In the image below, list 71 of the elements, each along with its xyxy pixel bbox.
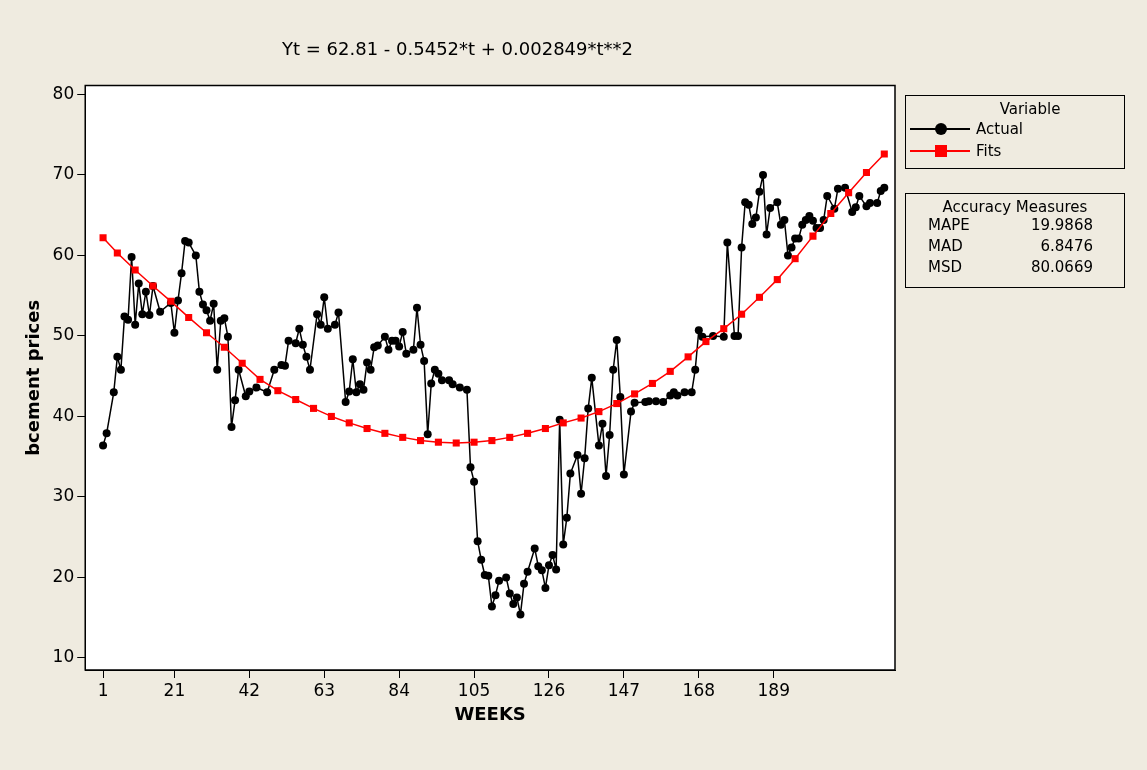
text: MAPE 19.9868 bbox=[928, 216, 1093, 234]
point bbox=[541, 424, 549, 433]
x-tick-label: 105 bbox=[457, 679, 491, 700]
point bbox=[880, 150, 888, 158]
point bbox=[631, 390, 639, 398]
point bbox=[809, 232, 817, 240]
point bbox=[684, 353, 692, 361]
point bbox=[99, 234, 107, 242]
x-tick-label: 21 bbox=[163, 679, 186, 700]
y-tick-label: 10 bbox=[52, 646, 75, 667]
y-tick-label: 30 bbox=[52, 485, 75, 506]
point bbox=[345, 419, 353, 427]
legend-label: Fits bbox=[976, 142, 1002, 160]
point bbox=[720, 325, 728, 333]
point bbox=[738, 310, 746, 318]
y-tick-label: 50 bbox=[52, 324, 75, 345]
text: MSD 80.0669 bbox=[928, 258, 1093, 276]
point bbox=[327, 412, 335, 420]
point bbox=[256, 375, 264, 383]
text: Accuracy Measures bbox=[941, 198, 1089, 216]
point bbox=[506, 433, 514, 441]
point bbox=[613, 400, 621, 408]
point bbox=[310, 404, 318, 412]
point bbox=[648, 379, 656, 387]
y-tick-label: 40 bbox=[52, 404, 75, 425]
point bbox=[470, 438, 478, 446]
point bbox=[452, 439, 460, 447]
point bbox=[577, 414, 585, 422]
legend-label: Actual bbox=[976, 120, 1023, 138]
y-axis-title: bcement prices bbox=[22, 299, 44, 456]
x-tick-label: 147 bbox=[607, 679, 641, 700]
point bbox=[363, 424, 371, 433]
point bbox=[755, 293, 763, 301]
y-tick-label: 70 bbox=[52, 163, 75, 184]
x-tick-label: 168 bbox=[682, 679, 716, 700]
point bbox=[113, 249, 121, 257]
point bbox=[559, 419, 567, 427]
point bbox=[381, 429, 389, 437]
point bbox=[434, 438, 442, 446]
point bbox=[131, 266, 139, 274]
x-tick-label: 84 bbox=[388, 679, 410, 700]
x-tick-label: 63 bbox=[313, 679, 336, 700]
point bbox=[702, 338, 710, 346]
point bbox=[524, 429, 532, 437]
point bbox=[862, 169, 870, 177]
y-tick-label: 20 bbox=[52, 565, 75, 586]
point bbox=[827, 210, 835, 218]
text: MAD 6.8476 bbox=[928, 237, 1093, 255]
x-axis-title: WEEKS bbox=[454, 702, 526, 724]
x-tick-label: 126 bbox=[532, 679, 566, 700]
point bbox=[595, 408, 603, 416]
x-tick-label: 42 bbox=[238, 679, 261, 700]
point bbox=[202, 329, 211, 337]
point bbox=[292, 396, 300, 404]
point bbox=[274, 387, 282, 395]
chart-title: Yt = 62.81 - 0.5452*t + 0.002849*t**2 bbox=[280, 38, 634, 60]
point bbox=[238, 359, 246, 367]
point bbox=[417, 437, 425, 445]
y-tick-label: 60 bbox=[52, 243, 75, 264]
x-tick-label: 1 bbox=[97, 679, 109, 700]
point bbox=[845, 189, 853, 197]
point bbox=[791, 255, 799, 263]
x-tick-label: 189 bbox=[757, 679, 790, 700]
legend-title: Variable bbox=[998, 100, 1062, 118]
point bbox=[488, 437, 496, 445]
y-tick-label: 80 bbox=[52, 82, 75, 103]
point bbox=[773, 276, 781, 284]
point bbox=[399, 433, 407, 441]
point bbox=[185, 313, 193, 321]
point bbox=[666, 367, 674, 375]
point bbox=[220, 343, 228, 351]
